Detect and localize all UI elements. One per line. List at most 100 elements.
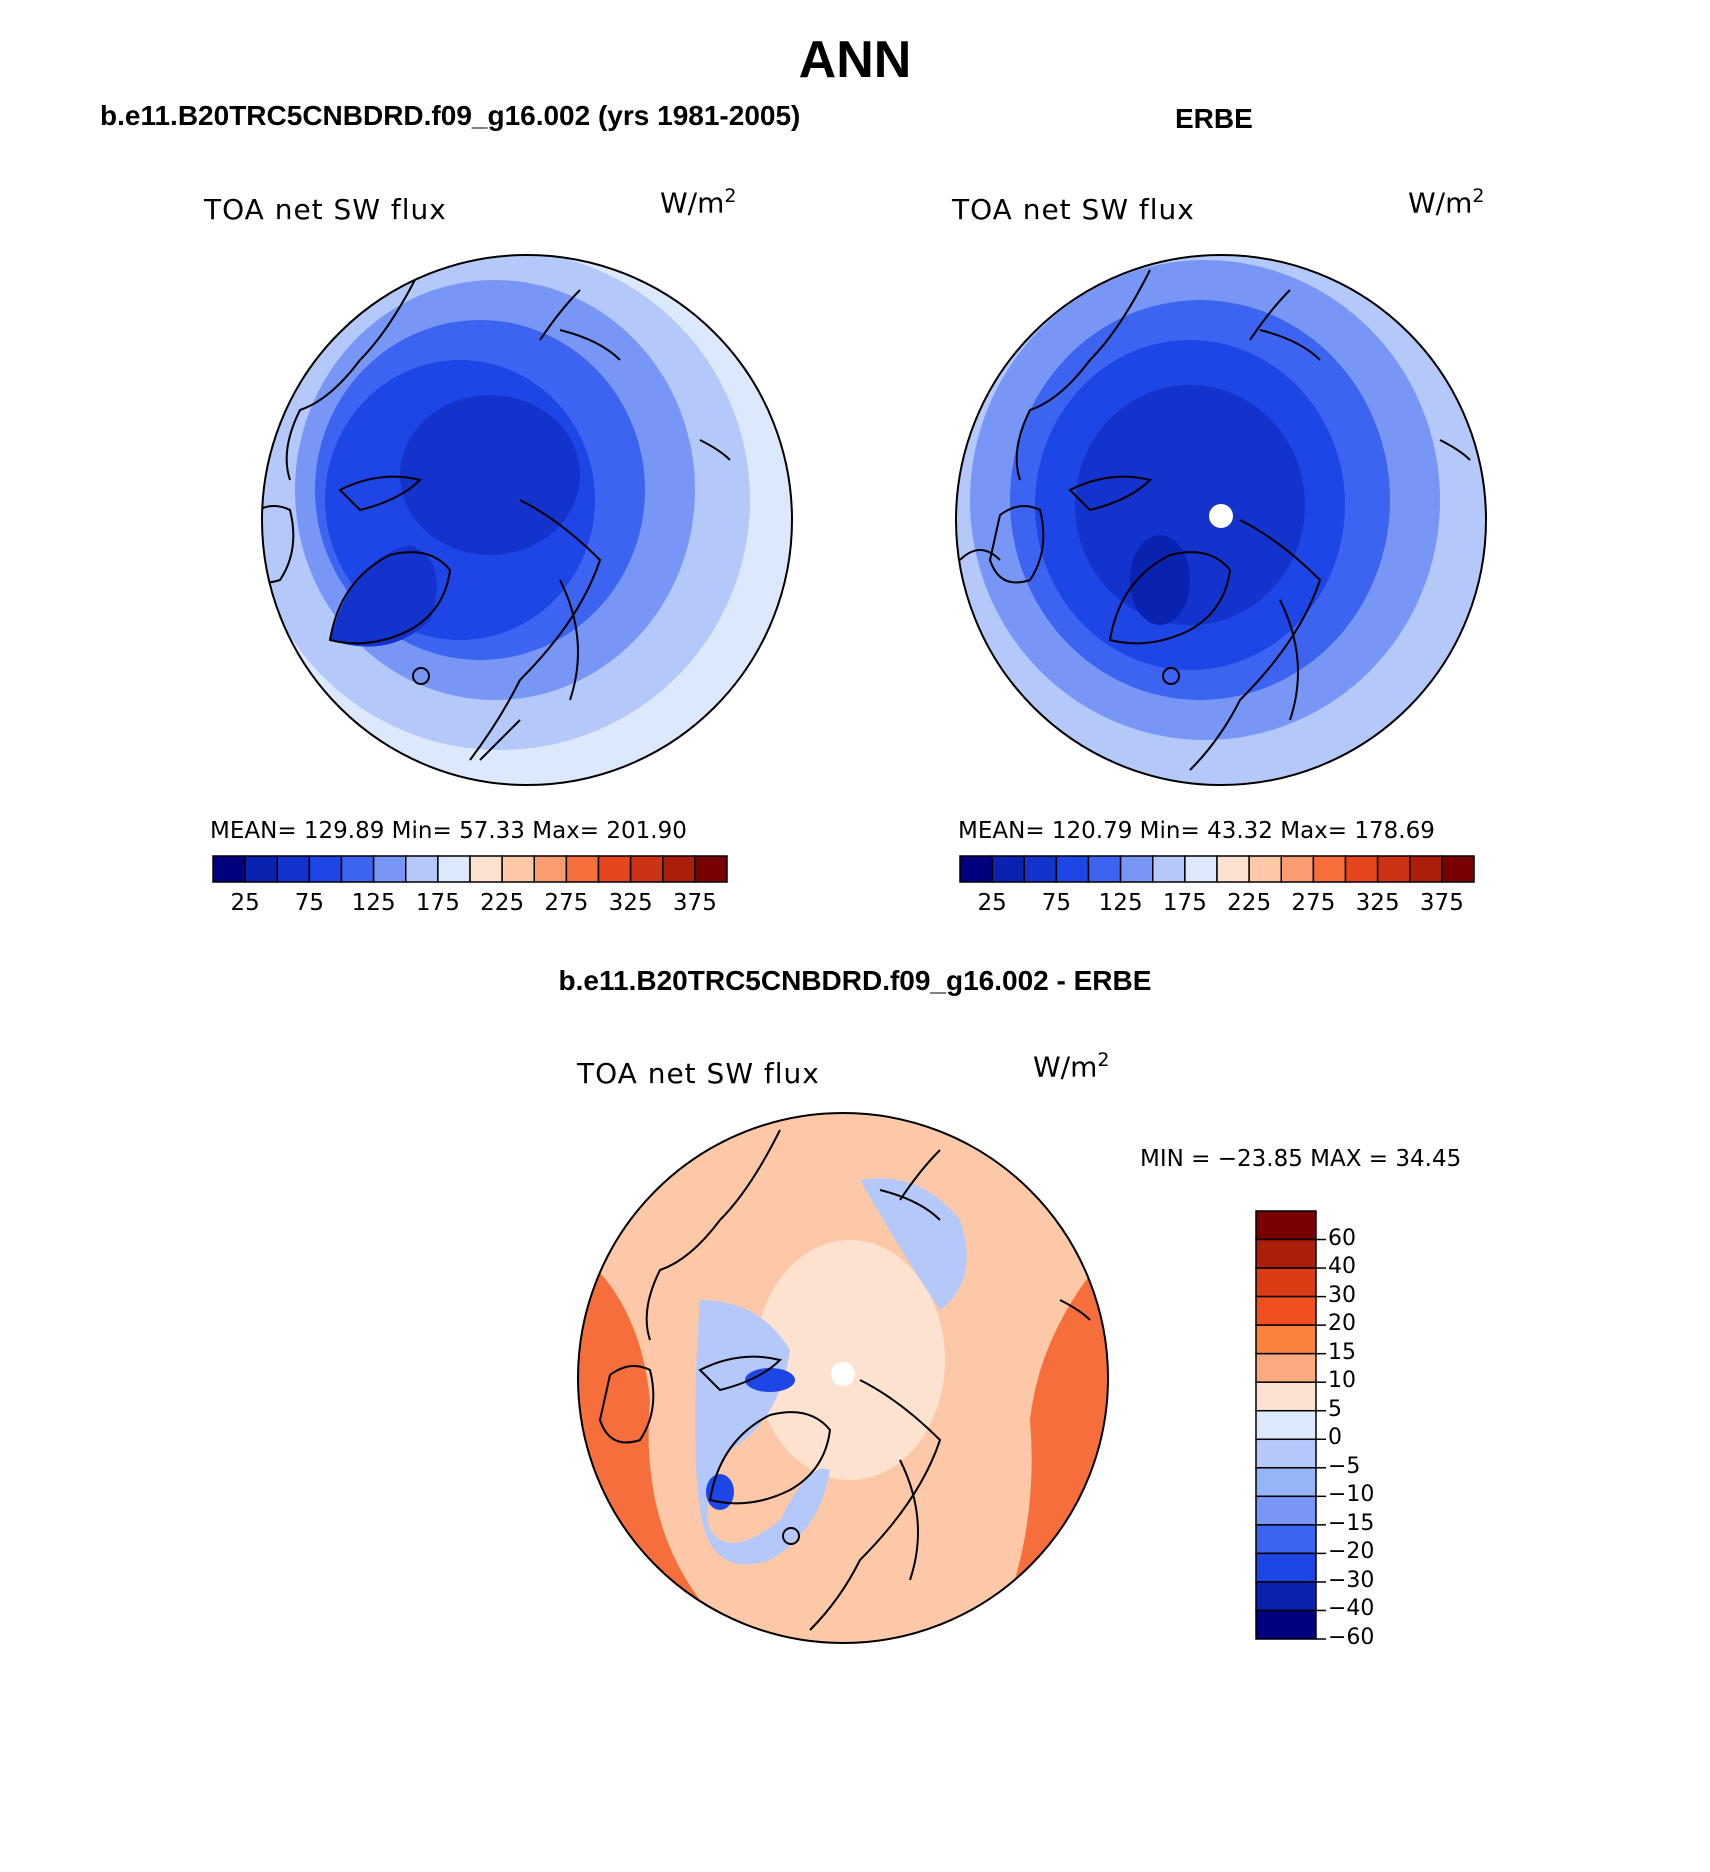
diff-colorbar-tick-label: 40 [1328, 1254, 1356, 1280]
diff-colorbar-tick-label: 0 [1328, 1425, 1342, 1451]
diff-map-cool-region-north [860, 1178, 967, 1310]
left-map-border [261, 254, 793, 786]
right-colorbar-tick-label: 125 [1098, 890, 1143, 916]
diff-colorbar-swatch [1255, 1267, 1317, 1298]
difference-panel-header: b.e11.B20TRC5CNBDRD.f09_g16.002 - ERBE [558, 965, 1152, 996]
diff-colorbar-swatch [1255, 1210, 1317, 1241]
diff-colorbar-swatch [1255, 1581, 1317, 1612]
left-map-coastlines [262, 269, 731, 761]
right-colorbar-tick-label: 25 [977, 890, 1007, 916]
left-colorbar-swatch [372, 855, 407, 883]
right-units-label: W/m2 [1408, 185, 1485, 220]
left-colorbar-swatch [565, 855, 600, 883]
right-colorbar-tick-label: 375 [1419, 890, 1464, 916]
right-colorbar-swatch [1441, 855, 1475, 883]
left-colorbar-swatch [694, 855, 728, 883]
diff-map-blue-patch [745, 1368, 795, 1392]
diff-colorbar-tick-label: −40 [1328, 1596, 1375, 1622]
right-stats: MEAN= 120.79 Min= 43.32 Max= 178.69 [958, 818, 1435, 844]
diff-colorbar-swatch [1255, 1438, 1317, 1469]
left-colorbar-tick-label: 75 [294, 890, 325, 916]
diff-colorbar-swatch [1255, 1352, 1317, 1383]
right-colorbar-swatch [1216, 855, 1250, 883]
left-colorbar-tick-label: 25 [230, 890, 260, 916]
right-map-missing-data-dot [1209, 504, 1233, 528]
right-colorbar-swatch [1087, 855, 1122, 883]
diff-colorbar-swatch [1255, 1467, 1317, 1498]
left-colorbar-swatch [340, 855, 375, 883]
diff-colorbar-swatch [1255, 1324, 1317, 1355]
right-colorbar-swatch [1119, 855, 1154, 883]
left-colorbar-tick-label: 225 [480, 890, 525, 916]
diff-colorbar-tick-label: −30 [1328, 1567, 1375, 1593]
diff-colorbar-tick-label: 30 [1328, 1282, 1356, 1308]
right-colorbar-tick-label: 225 [1227, 890, 1272, 916]
diff-map-border [577, 1112, 1109, 1644]
diff-units-label: W/m2 [1033, 1049, 1110, 1084]
left-colorbar-tick-label: 275 [544, 890, 589, 916]
right-colorbar-swatch [1376, 855, 1411, 883]
diff-colorbar [1255, 1210, 1326, 1640]
diff-colorbar-tick-label: −20 [1328, 1539, 1375, 1565]
left-colorbar-tick-label: 325 [608, 890, 653, 916]
left-colorbar-swatch [276, 855, 311, 883]
right-colorbar-swatch [1344, 855, 1379, 883]
diff-map-missing-data-dot [831, 1362, 855, 1386]
diff-colorbar-tick-label: −15 [1328, 1510, 1375, 1536]
left-colorbar-swatch [662, 855, 696, 883]
left-colorbar-swatch [405, 855, 439, 883]
right-colorbar-tick-label: 275 [1291, 890, 1336, 916]
right-colorbar-swatch [1184, 855, 1218, 883]
left-polar-map [261, 254, 793, 786]
left-colorbar-tick-label: 125 [351, 890, 396, 916]
left-colorbar-swatch [533, 855, 568, 883]
diff-colorbar-tick-label: 20 [1328, 1311, 1356, 1337]
right-colorbar-tick-label: 325 [1355, 890, 1400, 916]
left-colorbar-swatch [597, 855, 632, 883]
right-colorbar-swatch [1055, 855, 1090, 883]
right-colorbar-tick-label: 75 [1041, 890, 1072, 916]
right-colorbar-tick-label: 175 [1162, 890, 1207, 916]
diff-map-blue-patch-2 [706, 1474, 734, 1510]
right-colorbar [959, 855, 1475, 883]
diff-colorbar-swatch [1255, 1552, 1317, 1583]
diff-map-cool-region-greenland [695, 1300, 830, 1565]
left-colorbar-tick-label: 375 [672, 890, 717, 916]
right-colorbar-swatch [1023, 855, 1058, 883]
diff-colorbar-tick-label: −10 [1328, 1482, 1375, 1508]
diff-colorbar-tick-label: 5 [1328, 1396, 1342, 1422]
left-colorbar-swatch [501, 855, 535, 883]
right-colorbar-swatch [991, 855, 1025, 883]
diff-minmax: MIN = −23.85 MAX = 34.45 [1140, 1146, 1462, 1172]
diff-colorbar-swatch [1255, 1381, 1317, 1412]
diff-map-center-region [755, 1240, 945, 1480]
diff-variable-label: TOA net SW flux [577, 1057, 820, 1090]
left-colorbar-swatch [244, 855, 278, 883]
left-colorbar-swatch [212, 855, 246, 883]
right-map-border [955, 254, 1487, 786]
diff-colorbar-tick-label: 15 [1328, 1339, 1356, 1365]
diff-colorbar-swatch [1255, 1524, 1317, 1555]
right-panel-header: ERBE [1175, 103, 1253, 134]
diff-colorbar-swatch [1255, 1238, 1317, 1269]
diff-colorbar-swatch [1255, 1609, 1317, 1640]
left-colorbar-swatch [437, 855, 471, 883]
left-colorbar-swatch [308, 855, 343, 883]
diff-colorbar-tick-label: 60 [1328, 1225, 1356, 1251]
right-colorbar-swatch [1312, 855, 1347, 883]
left-panel-header: b.e11.B20TRC5CNBDRD.f09_g16.002 (yrs 198… [100, 100, 801, 131]
diff-colorbar-swatch [1255, 1295, 1317, 1326]
left-colorbar-tick-label: 175 [415, 890, 460, 916]
left-colorbar [212, 855, 728, 883]
left-map-contour-5 [400, 395, 580, 555]
main-title: ANN [798, 31, 912, 89]
diff-colorbar-swatch [1255, 1409, 1317, 1441]
diff-colorbar-tick-label: −5 [1328, 1453, 1361, 1479]
diff-colorbar-swatch [1255, 1495, 1317, 1526]
right-colorbar-swatch [1280, 855, 1315, 883]
right-colorbar-swatch [1152, 855, 1186, 883]
left-colorbar-swatch [629, 855, 664, 883]
left-units-label: W/m2 [660, 185, 737, 220]
diff-colorbar-tick-label: −60 [1328, 1625, 1375, 1650]
